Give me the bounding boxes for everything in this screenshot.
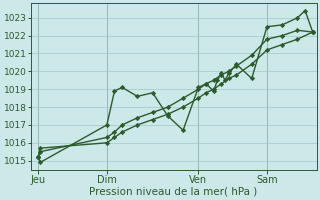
- X-axis label: Pression niveau de la mer( hPa ): Pression niveau de la mer( hPa ): [90, 187, 258, 197]
